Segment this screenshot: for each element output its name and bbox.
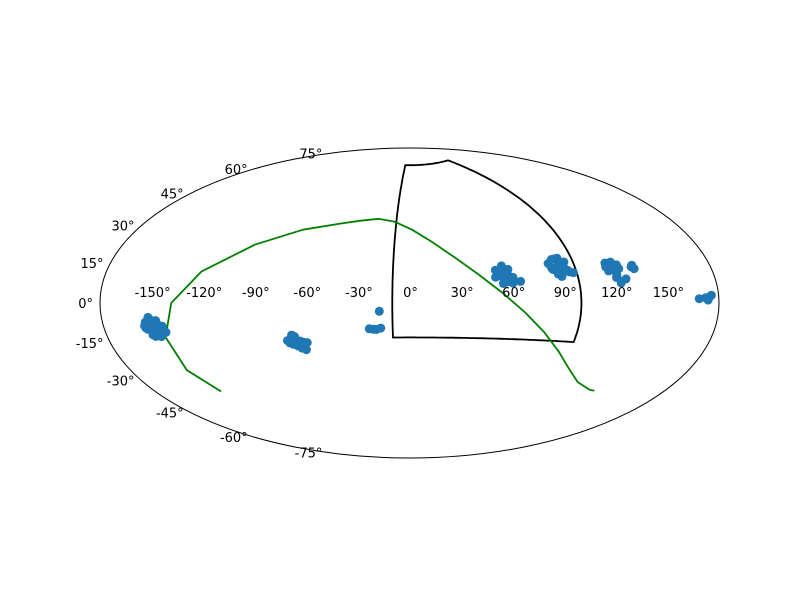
scatter-point [616,278,626,288]
curve-line [164,217,595,393]
scatter-point [610,262,620,272]
scatter-point [161,327,171,337]
scatter-point [285,338,295,348]
lon-tick-label: 120° [601,286,632,301]
scatter-point [568,268,578,278]
lon-tick-label: 0° [403,286,418,301]
scatter-point [376,323,386,333]
lat-tick-label: 0° [78,297,93,312]
scatter-point [559,262,569,272]
scatter-point [287,330,297,340]
lat-tick-label: 30° [111,220,134,235]
scatter-point [143,312,153,322]
scatter-point [364,324,374,334]
lat-tick-label: 15° [80,257,103,272]
scatter-point [141,323,151,333]
scatter-point [547,263,557,273]
scatter-point [151,316,161,326]
lon-tick-label: 30° [451,286,474,301]
scatter-point [374,306,384,316]
longitude-tick-labels: -150° -120° -90° -60° -30° 0° 30° 60° 90° 120° 150… [135,286,684,301]
scatter-point [629,264,639,274]
green-curve-series [164,217,595,393]
lon-tick-label: -150° [135,286,171,301]
lon-tick-label: 150° [653,286,684,301]
lon-tick-label: 60° [502,286,525,301]
scatter-point [553,269,563,279]
lat-tick-label: 60° [225,163,248,178]
plot-area [99,147,720,459]
scatter-point [301,345,311,355]
lon-tick-label: -90° [242,286,270,301]
map-boundary [99,147,720,459]
lat-tick-label: -15° [76,337,104,352]
scatter-point [302,338,312,348]
scatter-point [494,271,504,281]
lat-tick-label: -30° [107,375,135,390]
lat-tick-label: -75° [295,447,323,462]
lat-tick-label: 75° [299,147,322,162]
scatter-point [503,264,513,274]
highlighted-region [391,159,583,344]
lat-tick-label: -60° [220,431,248,446]
scatter-point [502,277,512,287]
latitude-tick-labels: 75° 60° 45° 30° 15° 0° -15° -30° -45° -60° -75° [76,147,323,461]
scatter-point [706,290,716,300]
lon-tick-label: -30° [345,286,373,301]
lon-tick-label: 90° [554,286,577,301]
scatter-point [549,254,559,264]
scatter-point [516,276,526,286]
region-outline [391,159,583,344]
lon-tick-label: -120° [186,286,222,301]
lat-tick-label: 45° [161,187,184,202]
lon-tick-label: -60° [293,286,321,301]
scatter-points [140,253,716,355]
lat-tick-label: -45° [156,407,184,422]
